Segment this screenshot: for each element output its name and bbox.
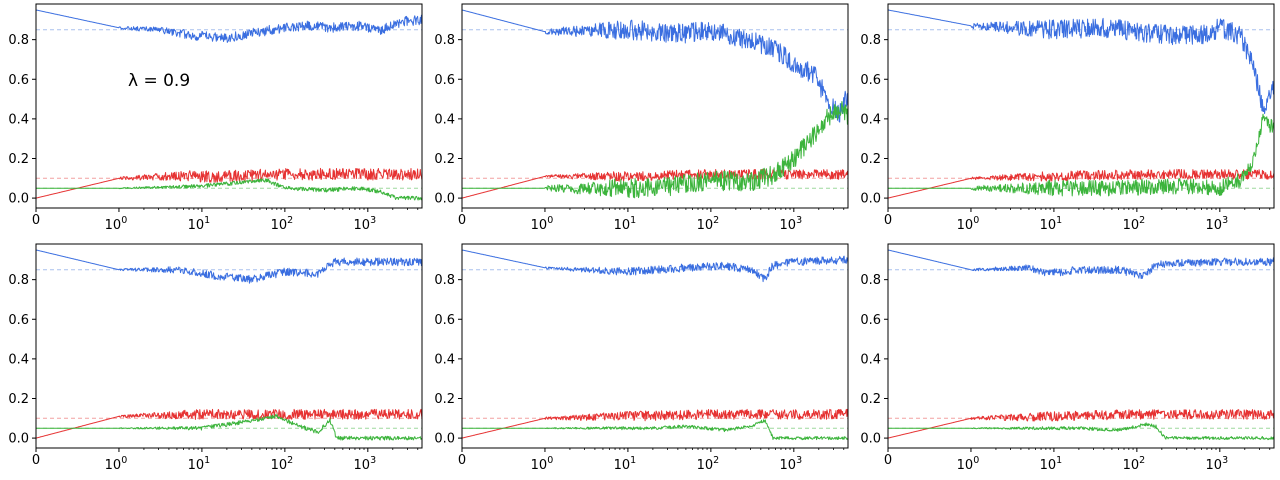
x-tick-label: 103 bbox=[1206, 455, 1229, 473]
panel-top-right: 0.0 0.2 0.4 0.6 0.8 0 100 101 102 103 bbox=[860, 3, 1275, 233]
y-tick-label: 0.8 bbox=[8, 33, 29, 48]
green-series-line bbox=[36, 413, 423, 441]
plot-frame bbox=[887, 243, 1275, 449]
blue-series-line bbox=[887, 9, 1275, 115]
y-tick-label: 0.8 bbox=[434, 273, 455, 288]
red-series-line bbox=[35, 408, 423, 439]
y-tick-label: 0.6 bbox=[434, 73, 455, 88]
y-tick-label: 0.4 bbox=[8, 352, 29, 367]
panel-top-center: 0.0 0.2 0.4 0.6 0.8 0 100 101 102 103 bbox=[434, 3, 849, 233]
y-tick-label: 0.2 bbox=[8, 152, 29, 167]
x-tick-label: 0 bbox=[458, 213, 466, 228]
x-tick-label: 0 bbox=[32, 213, 40, 228]
x-tick-label: 0 bbox=[884, 213, 892, 228]
x-tick-label: 102 bbox=[1123, 215, 1146, 233]
panel-top-left: 0.0 0.2 0.4 0.6 0.8 0 100 101 102 103 λ = 0.9 bbox=[8, 3, 423, 233]
y-tick-label: 0.4 bbox=[8, 112, 29, 127]
y-tick-label: 0.2 bbox=[434, 152, 455, 167]
x-tick-label: 100 bbox=[957, 215, 980, 233]
y-tick-label: 0.2 bbox=[860, 392, 881, 407]
y-tick-label: 0.0 bbox=[434, 432, 455, 447]
y-tick-label: 0.0 bbox=[434, 192, 455, 207]
y-tick-label: 0.0 bbox=[8, 192, 29, 207]
y-tick-label: 0.6 bbox=[860, 313, 881, 328]
blue-series-line bbox=[35, 249, 423, 284]
green-series-line bbox=[888, 113, 1275, 197]
plot-frame bbox=[887, 3, 1275, 209]
y-tick-label: 0.6 bbox=[434, 313, 455, 328]
x-tick-label: 100 bbox=[957, 455, 980, 473]
y-tick-label: 0.2 bbox=[8, 392, 29, 407]
plot-frame bbox=[35, 3, 423, 209]
blue-series-line bbox=[461, 249, 849, 283]
x-tick-label: 100 bbox=[531, 215, 554, 233]
x-tick-label: 101 bbox=[1040, 215, 1063, 233]
y-tick-label: 0.2 bbox=[860, 152, 881, 167]
x-tick-label: 100 bbox=[105, 215, 128, 233]
y-tick-label: 0.6 bbox=[8, 73, 29, 88]
x-tick-label: 0 bbox=[884, 453, 892, 468]
x-tick-label: 102 bbox=[697, 215, 720, 233]
x-tick-label: 0 bbox=[458, 453, 466, 468]
plot-frame bbox=[461, 3, 849, 209]
y-tick-label: 0.0 bbox=[860, 192, 881, 207]
x-tick-label: 102 bbox=[271, 215, 294, 233]
y-tick-label: 0.0 bbox=[860, 432, 881, 447]
x-tick-label: 103 bbox=[780, 215, 803, 233]
lambda-annotation: λ = 0.9 bbox=[128, 71, 190, 91]
y-tick-label: 0.8 bbox=[860, 273, 881, 288]
y-tick-label: 0.8 bbox=[860, 33, 881, 48]
y-tick-label: 0.4 bbox=[434, 352, 455, 367]
panel-bottom-right: 0.0 0.2 0.4 0.6 0.8 0 100 101 102 103 bbox=[860, 243, 1275, 473]
plot-frame bbox=[35, 243, 423, 449]
x-tick-label: 101 bbox=[188, 455, 211, 473]
y-tick-label: 0.4 bbox=[434, 112, 455, 127]
green-series-line bbox=[888, 422, 1275, 441]
red-series-line bbox=[35, 167, 423, 199]
x-tick-label: 100 bbox=[105, 455, 128, 473]
y-tick-label: 0.2 bbox=[434, 392, 455, 407]
y-tick-label: 0.0 bbox=[8, 432, 29, 447]
x-tick-label: 101 bbox=[614, 215, 637, 233]
x-tick-label: 102 bbox=[697, 455, 720, 473]
panel-bottom-left: 0.0 0.2 0.4 0.6 0.8 0 100 101 102 103 bbox=[8, 243, 423, 473]
x-tick-label: 0 bbox=[32, 453, 40, 468]
x-tick-label: 101 bbox=[188, 215, 211, 233]
green-series-line bbox=[36, 178, 423, 201]
x-tick-label: 103 bbox=[354, 215, 377, 233]
x-tick-label: 103 bbox=[780, 455, 803, 473]
x-tick-label: 103 bbox=[354, 455, 377, 473]
x-tick-label: 103 bbox=[1206, 215, 1229, 233]
x-tick-label: 102 bbox=[1123, 455, 1146, 473]
x-tick-label: 101 bbox=[1040, 455, 1063, 473]
blue-series-line bbox=[35, 9, 423, 43]
green-series-line bbox=[462, 101, 849, 199]
y-tick-label: 0.4 bbox=[860, 112, 881, 127]
panel-bottom-center: 0.0 0.2 0.4 0.6 0.8 0 100 101 102 103 bbox=[434, 243, 849, 473]
x-tick-label: 102 bbox=[271, 455, 294, 473]
plot-frame bbox=[461, 243, 849, 449]
x-tick-label: 100 bbox=[531, 455, 554, 473]
y-tick-label: 0.8 bbox=[8, 273, 29, 288]
y-tick-label: 0.4 bbox=[860, 352, 881, 367]
green-series-line bbox=[462, 419, 849, 441]
y-tick-label: 0.8 bbox=[434, 33, 455, 48]
blue-series-line bbox=[461, 9, 849, 123]
red-series-line bbox=[461, 408, 849, 439]
red-series-line bbox=[887, 409, 1275, 439]
y-tick-label: 0.6 bbox=[8, 313, 29, 328]
blue-series-line bbox=[887, 249, 1275, 279]
x-tick-label: 101 bbox=[614, 455, 637, 473]
y-tick-label: 0.6 bbox=[860, 73, 881, 88]
red-series-line bbox=[887, 168, 1275, 199]
